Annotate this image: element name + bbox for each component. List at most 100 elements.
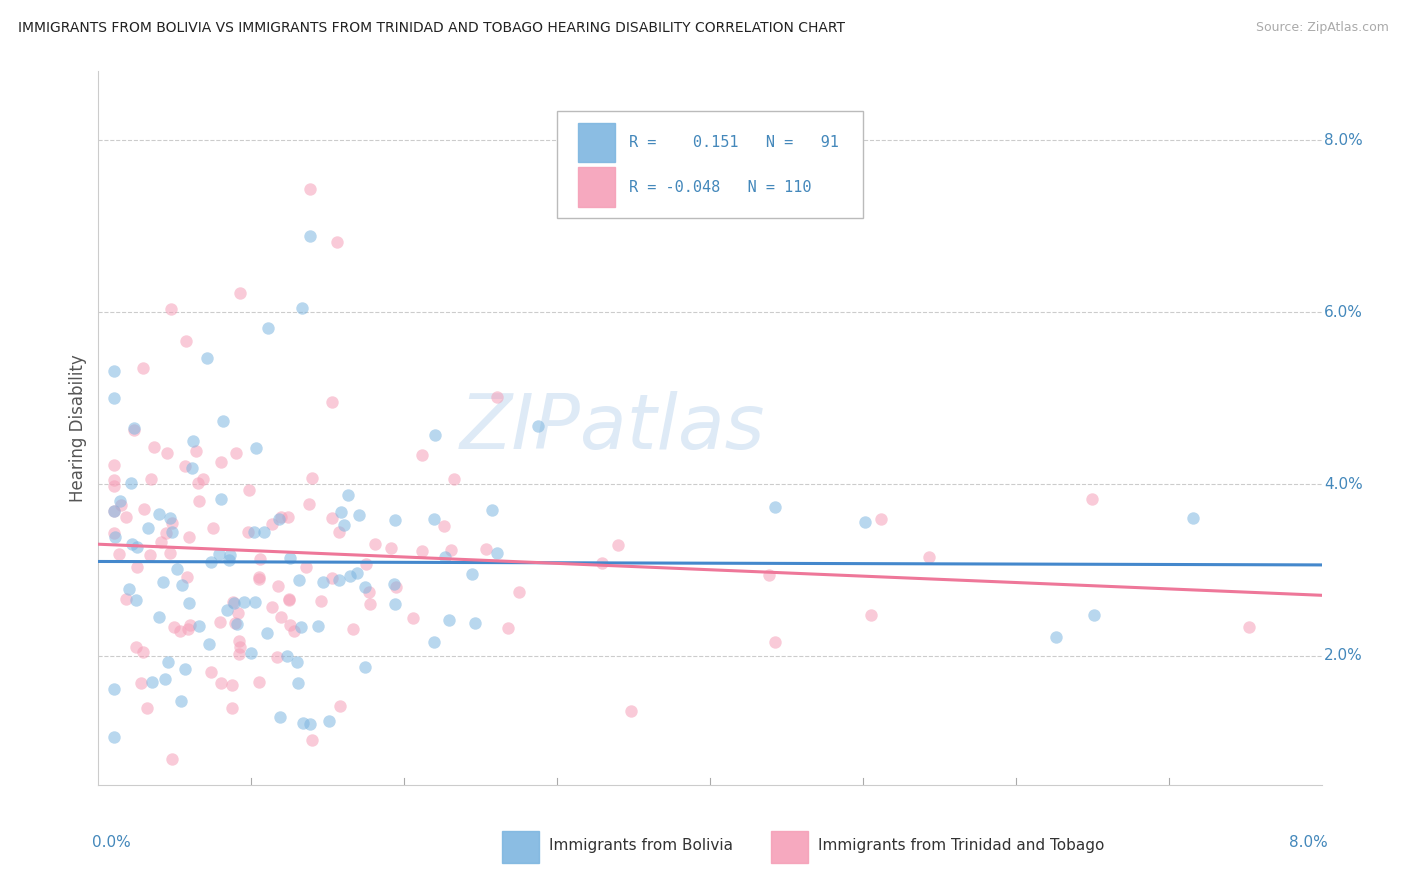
Point <box>328 524 350 539</box>
Point <box>225 446 247 460</box>
Point <box>187 619 209 633</box>
Text: 0.0%: 0.0% <box>93 835 131 850</box>
Point <box>270 510 292 524</box>
Point <box>152 575 174 590</box>
Point <box>242 525 264 540</box>
Point <box>229 640 252 654</box>
Point <box>443 472 465 486</box>
Point <box>115 510 138 524</box>
Point <box>148 609 170 624</box>
Point <box>160 752 183 766</box>
Point <box>228 285 250 300</box>
Point <box>208 615 231 629</box>
Point <box>363 536 385 550</box>
Point <box>437 613 460 627</box>
Point <box>918 550 941 565</box>
Point <box>176 570 198 584</box>
Point <box>125 540 148 554</box>
Point <box>353 660 375 674</box>
Point <box>342 622 364 636</box>
Point <box>382 576 405 591</box>
Point <box>318 714 340 729</box>
Point <box>209 454 232 468</box>
Text: 4.0%: 4.0% <box>1324 476 1362 491</box>
Point <box>221 700 243 714</box>
Point <box>226 606 249 620</box>
Point <box>195 351 218 365</box>
Point <box>301 471 323 485</box>
Point <box>174 459 197 474</box>
Point <box>329 699 352 714</box>
Point <box>349 508 371 523</box>
Point <box>159 546 181 560</box>
Text: 8.0%: 8.0% <box>1324 133 1362 148</box>
Point <box>160 516 183 531</box>
Point <box>765 634 787 648</box>
Text: ZIPatlas: ZIPatlas <box>460 392 765 465</box>
Point <box>1083 607 1105 622</box>
Point <box>208 547 231 561</box>
Point <box>359 598 381 612</box>
Point <box>266 649 288 664</box>
Point <box>122 421 145 435</box>
Point <box>508 584 530 599</box>
Point <box>103 681 125 696</box>
Point <box>1081 491 1104 506</box>
Text: R = -0.048   N = 110: R = -0.048 N = 110 <box>630 179 811 194</box>
Point <box>139 472 162 486</box>
Point <box>339 569 361 583</box>
Text: 6.0%: 6.0% <box>1324 304 1362 319</box>
Point <box>278 617 301 632</box>
Point <box>291 301 314 315</box>
Point <box>307 618 329 632</box>
Point <box>157 655 180 669</box>
Point <box>283 624 305 639</box>
Point <box>156 446 179 460</box>
Point <box>166 561 188 575</box>
Text: Immigrants from Trinidad and Tobago: Immigrants from Trinidad and Tobago <box>818 838 1104 853</box>
Point <box>153 673 176 687</box>
Point <box>209 491 232 506</box>
Text: IMMIGRANTS FROM BOLIVIA VS IMMIGRANTS FROM TRINIDAD AND TOBAGO HEARING DISABILIT: IMMIGRANTS FROM BOLIVIA VS IMMIGRANTS FR… <box>18 21 845 35</box>
Point <box>132 361 155 376</box>
Point <box>240 646 263 660</box>
Point <box>103 473 125 487</box>
Point <box>859 607 882 622</box>
Point <box>461 566 484 581</box>
Point <box>357 584 380 599</box>
Point <box>110 494 132 508</box>
Point <box>245 595 267 609</box>
Point <box>433 518 456 533</box>
Point <box>475 542 498 557</box>
Point <box>295 559 318 574</box>
Point <box>148 507 170 521</box>
Point <box>486 390 509 404</box>
Point <box>267 579 290 593</box>
Point <box>267 512 290 526</box>
Point <box>247 569 270 583</box>
Point <box>124 423 146 437</box>
Point <box>853 515 876 529</box>
Point <box>226 617 249 632</box>
Point <box>337 488 360 502</box>
Point <box>607 538 630 552</box>
Point <box>228 647 250 661</box>
Point <box>321 395 343 409</box>
Point <box>496 621 519 635</box>
Point <box>103 391 125 405</box>
Point <box>224 596 246 610</box>
Point <box>174 334 197 348</box>
Point <box>201 521 224 535</box>
Point <box>110 499 132 513</box>
Point <box>222 595 245 609</box>
Point <box>224 616 246 631</box>
Bar <box>578 122 614 161</box>
Point <box>179 530 201 544</box>
Text: Immigrants from Bolivia: Immigrants from Bolivia <box>548 838 733 853</box>
Point <box>221 678 243 692</box>
Point <box>256 321 278 335</box>
Point <box>253 524 276 539</box>
Point <box>440 543 463 558</box>
Point <box>209 676 232 690</box>
Point <box>527 418 550 433</box>
